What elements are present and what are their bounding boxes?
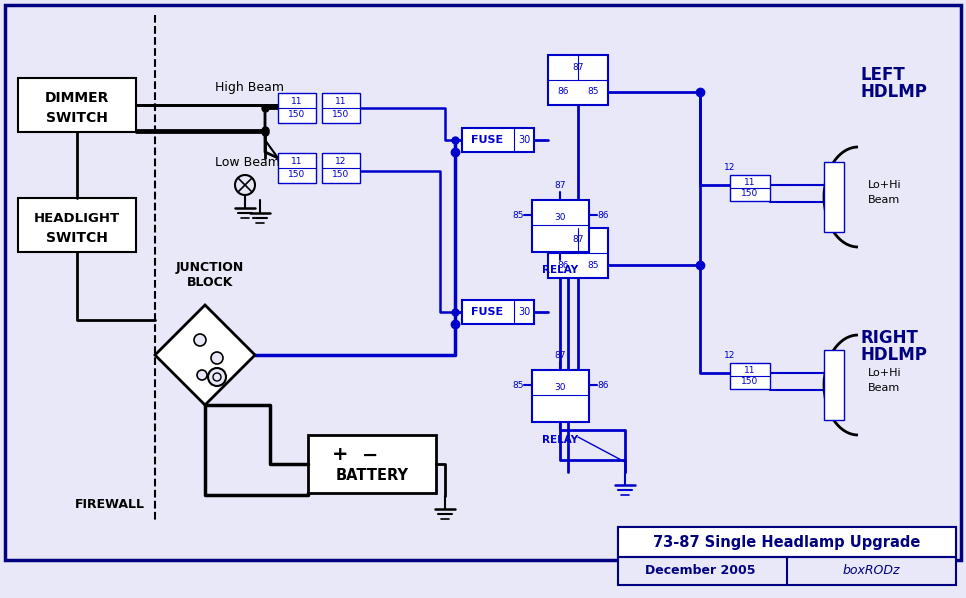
Text: 87: 87 xyxy=(554,352,566,361)
Circle shape xyxy=(194,334,206,346)
Text: 30: 30 xyxy=(518,307,530,317)
Bar xyxy=(548,55,608,105)
Circle shape xyxy=(213,373,221,381)
Bar xyxy=(322,153,360,183)
Text: 85: 85 xyxy=(587,87,599,96)
Text: 87: 87 xyxy=(572,236,583,245)
Text: 11: 11 xyxy=(335,97,347,106)
Bar xyxy=(462,300,534,324)
Text: 87: 87 xyxy=(554,182,566,191)
Text: 11: 11 xyxy=(744,178,755,187)
Text: 12: 12 xyxy=(724,163,736,172)
Text: RELAY: RELAY xyxy=(542,435,578,445)
Text: SWITCH: SWITCH xyxy=(46,111,108,125)
Text: FUSE: FUSE xyxy=(471,135,503,145)
Text: 85: 85 xyxy=(512,210,524,219)
Text: Beam: Beam xyxy=(868,195,900,205)
Text: FIREWALL: FIREWALL xyxy=(75,499,145,511)
Text: −: − xyxy=(362,446,378,465)
Text: 30: 30 xyxy=(554,212,566,221)
Text: DIMMER: DIMMER xyxy=(44,91,109,105)
Text: 11: 11 xyxy=(292,97,302,106)
Text: 12: 12 xyxy=(724,352,736,361)
Bar xyxy=(322,93,360,123)
Bar xyxy=(278,93,316,123)
Text: 150: 150 xyxy=(741,190,758,199)
Bar xyxy=(308,435,436,493)
Text: 87: 87 xyxy=(572,63,583,72)
Text: 86: 86 xyxy=(597,210,609,219)
Text: Beam: Beam xyxy=(868,383,900,393)
Text: Lo+Hi: Lo+Hi xyxy=(868,368,901,378)
Text: 86: 86 xyxy=(557,261,569,270)
Text: 85: 85 xyxy=(587,261,599,270)
Bar xyxy=(278,153,316,183)
Text: RIGHT: RIGHT xyxy=(860,329,918,347)
Text: 150: 150 xyxy=(332,170,350,179)
Circle shape xyxy=(211,352,223,364)
Text: +: + xyxy=(331,446,349,465)
Bar xyxy=(532,370,589,422)
Text: 30: 30 xyxy=(518,135,530,145)
Text: JUNCTION: JUNCTION xyxy=(176,261,244,274)
Text: 86: 86 xyxy=(597,380,609,389)
Circle shape xyxy=(197,370,207,380)
Text: Low Beam: Low Beam xyxy=(215,155,280,169)
Bar xyxy=(730,175,770,201)
Text: 11: 11 xyxy=(292,157,302,166)
Circle shape xyxy=(208,368,226,386)
Text: HDLMP: HDLMP xyxy=(860,83,926,101)
Text: 86: 86 xyxy=(557,87,569,96)
Text: HEADLIGHT: HEADLIGHT xyxy=(34,212,120,224)
Text: 73-87 Single Headlamp Upgrade: 73-87 Single Headlamp Upgrade xyxy=(653,535,921,550)
Text: FUSE: FUSE xyxy=(471,307,503,317)
Text: BLOCK: BLOCK xyxy=(186,276,233,288)
Text: boxRODz: boxRODz xyxy=(842,565,899,578)
Text: 85: 85 xyxy=(512,380,524,389)
Bar xyxy=(618,527,956,557)
Text: 150: 150 xyxy=(289,170,305,179)
Bar xyxy=(824,162,844,232)
Text: Lo+Hi: Lo+Hi xyxy=(868,180,901,190)
Text: 30: 30 xyxy=(554,383,566,392)
Text: 11: 11 xyxy=(744,365,755,374)
Text: LEFT: LEFT xyxy=(860,66,905,84)
Bar xyxy=(730,363,770,389)
Polygon shape xyxy=(155,305,255,405)
Bar xyxy=(548,228,608,278)
Text: BATTERY: BATTERY xyxy=(335,468,409,484)
Bar xyxy=(18,78,136,132)
Text: HDLMP: HDLMP xyxy=(860,346,926,364)
Text: High Beam: High Beam xyxy=(215,81,284,94)
Circle shape xyxy=(235,175,255,195)
Bar xyxy=(462,128,534,152)
Text: 150: 150 xyxy=(741,377,758,386)
Text: RELAY: RELAY xyxy=(542,265,578,275)
Text: December 2005: December 2005 xyxy=(644,565,755,578)
Bar xyxy=(532,200,589,252)
Bar xyxy=(824,350,844,420)
Text: SWITCH: SWITCH xyxy=(46,231,108,245)
Text: 12: 12 xyxy=(335,157,347,166)
Bar xyxy=(18,198,136,252)
Text: 150: 150 xyxy=(332,111,350,120)
Bar xyxy=(618,527,956,585)
Text: 150: 150 xyxy=(289,111,305,120)
